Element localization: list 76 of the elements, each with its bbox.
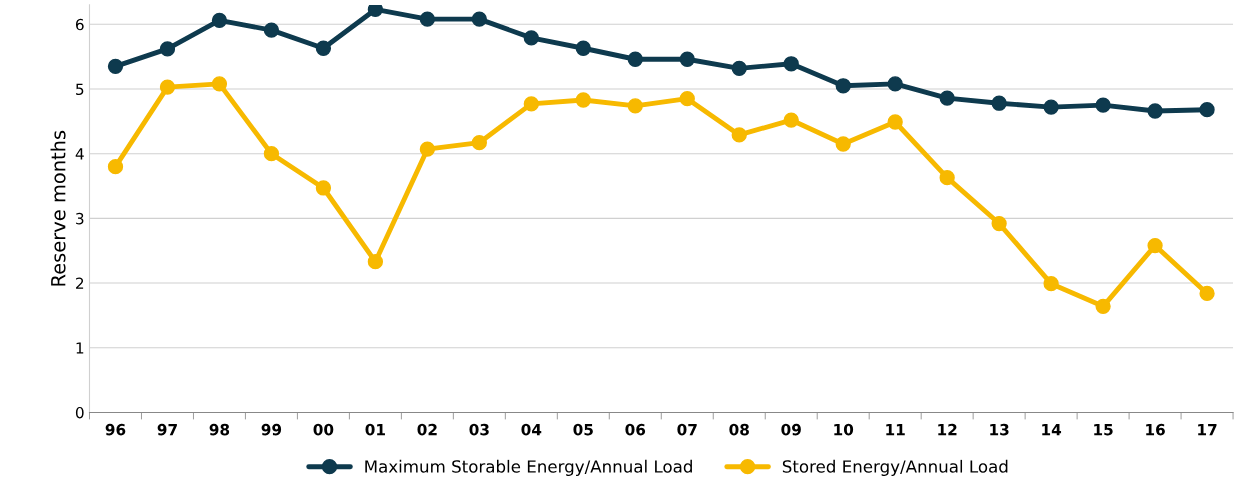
x-tick-label: 97 xyxy=(157,423,177,436)
x-tick-label: 04 xyxy=(521,423,542,436)
x-tick-label: 09 xyxy=(781,423,801,436)
point xyxy=(315,40,332,56)
legend-label: Maximum Storable Energy/Annual Load xyxy=(365,459,692,476)
x-tick-label: 98 xyxy=(209,423,230,436)
x-tick-label: 12 xyxy=(938,423,957,436)
point xyxy=(159,41,176,57)
point xyxy=(1147,237,1163,254)
y-tick-label: 3 xyxy=(76,212,84,225)
legend-label: Stored Energy/Annual Load xyxy=(782,459,1008,476)
point xyxy=(991,215,1007,232)
point xyxy=(1147,103,1163,119)
point xyxy=(887,76,903,92)
point xyxy=(731,127,747,143)
x-tick-label: 13 xyxy=(990,423,1009,436)
x-tick-label: 99 xyxy=(261,423,282,436)
point xyxy=(731,60,747,76)
point xyxy=(939,90,955,106)
x-tick-label: 96 xyxy=(105,423,126,436)
y-tick-label: 5 xyxy=(76,83,84,96)
x-tick-label: 06 xyxy=(625,423,646,436)
point xyxy=(575,40,591,56)
point xyxy=(523,96,539,112)
x-tick-label: 17 xyxy=(1198,424,1217,436)
point xyxy=(887,114,903,130)
x-tick-label: 05 xyxy=(573,423,593,436)
point xyxy=(1095,298,1111,314)
point xyxy=(159,79,176,95)
point xyxy=(1095,97,1111,113)
point xyxy=(939,169,955,186)
x-tick-label: 01 xyxy=(365,423,385,436)
point xyxy=(991,95,1007,111)
point xyxy=(835,78,851,94)
point xyxy=(211,76,228,92)
x-tick-label: 02 xyxy=(417,423,437,436)
point xyxy=(627,51,643,67)
point xyxy=(419,11,436,27)
y-tick-label: 6 xyxy=(75,18,84,31)
x-tick-label: 16 xyxy=(1146,423,1165,436)
point xyxy=(1199,102,1215,118)
point xyxy=(1043,276,1059,292)
x-tick-label: 14 xyxy=(1042,424,1062,436)
point xyxy=(367,4,384,18)
point xyxy=(835,136,851,152)
point xyxy=(471,11,487,27)
point xyxy=(523,30,539,46)
x-tick-label: 11 xyxy=(886,424,905,436)
point xyxy=(575,92,591,108)
x-tick-label: 03 xyxy=(469,423,489,436)
x-tick-label: 07 xyxy=(677,423,697,436)
point xyxy=(1199,285,1215,302)
point xyxy=(263,146,280,162)
point xyxy=(367,254,384,270)
point xyxy=(471,135,487,151)
x-tick-label: 00 xyxy=(313,423,334,436)
x-tick-label: 10 xyxy=(834,423,854,436)
point xyxy=(107,158,124,175)
point xyxy=(1043,99,1059,115)
point xyxy=(107,58,124,75)
y-tick-label: 4 xyxy=(75,148,84,160)
point xyxy=(627,98,643,114)
point xyxy=(315,180,332,196)
point xyxy=(783,56,799,72)
y-tick-label: 0 xyxy=(75,406,84,419)
point xyxy=(211,12,228,29)
point xyxy=(419,141,436,157)
y-tick-label: 1 xyxy=(76,342,84,354)
x-tick-label: 08 xyxy=(729,423,749,436)
point xyxy=(263,22,280,38)
point xyxy=(679,91,695,107)
point xyxy=(783,112,799,128)
x-tick-label: 15 xyxy=(1094,424,1113,436)
y-tick-label: 2 xyxy=(76,277,84,289)
y-axis-title: Reserve months xyxy=(50,130,66,286)
point xyxy=(679,51,695,67)
